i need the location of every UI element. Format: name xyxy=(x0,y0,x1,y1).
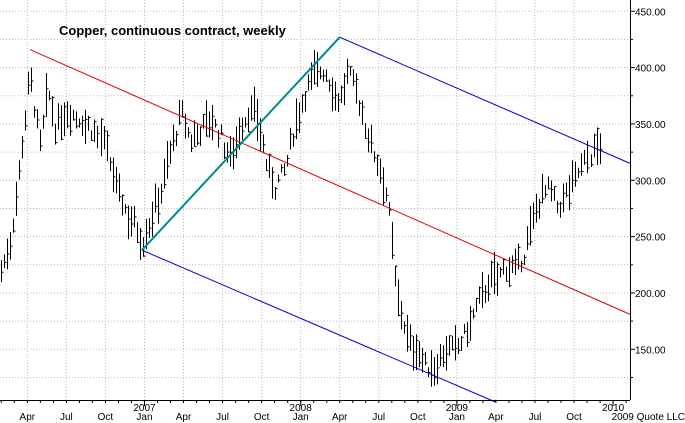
x-month-label: Jul xyxy=(60,412,73,423)
x-month-label: Oct xyxy=(98,412,114,423)
x-axis-ticks: Apr Jul Oct Jan Apr Jul Oct Jan Apr Jul Oct Jan Apr J… xyxy=(0,400,627,423)
y-tick-label: 450.00 xyxy=(635,7,666,18)
x-month-label: Jan xyxy=(136,412,152,423)
trend-lines xyxy=(29,36,631,403)
x-month-label: Oct xyxy=(410,412,426,423)
y-tick-label: 300.00 xyxy=(635,176,666,187)
y-tick-label: 350.00 xyxy=(635,120,666,131)
x-month-label: Jan xyxy=(449,412,465,423)
trend-line xyxy=(29,49,631,315)
x-month-label: Apr xyxy=(20,412,36,423)
trend-line xyxy=(339,36,631,164)
y-tick-label: 150.00 xyxy=(635,345,666,356)
copyright-text: 2009 Quote LLC xyxy=(612,412,685,423)
y-tick-label: 200.00 xyxy=(635,289,666,300)
x-year-label: 2008 xyxy=(290,403,313,414)
y-tick-label: 250.00 xyxy=(635,233,666,244)
x-year-label: 2010 xyxy=(602,403,625,414)
x-month-label: Apr xyxy=(332,412,348,423)
x-month-label: Apr xyxy=(176,412,192,423)
x-year-label: 2007 xyxy=(133,403,156,414)
x-month-label: Oct xyxy=(254,412,270,423)
x-month-label: Apr xyxy=(488,412,504,423)
x-month-label: Oct xyxy=(566,412,582,423)
x-month-label: Jul xyxy=(372,412,385,423)
x-month-label: Jan xyxy=(293,412,309,423)
x-year-label: 2009 xyxy=(446,403,469,414)
trend-line xyxy=(141,249,497,403)
x-month-label: Jul xyxy=(529,412,542,423)
y-tick-label: 400.00 xyxy=(635,64,666,75)
x-month-label: Jul xyxy=(216,412,229,423)
y-axis-ticks: 150.00 200.00 250.00 300.00 350.00 400.00 450.… xyxy=(630,7,666,378)
chart-title: Copper, continuous contract, weekly xyxy=(59,23,287,38)
trend-line xyxy=(141,36,341,251)
